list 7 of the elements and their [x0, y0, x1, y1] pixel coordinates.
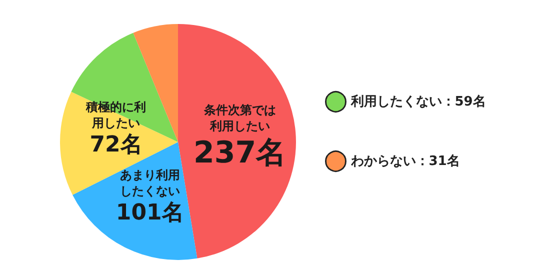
slice-label: あまり利用したくない [120, 168, 180, 198]
data-label: 101名 [116, 200, 184, 226]
data-label: 72名 [90, 132, 142, 158]
slice-label: 条件次第では利用したい [202, 102, 276, 133]
legend-label: わからない：31名 [350, 154, 460, 169]
data-label: 237名 [193, 135, 286, 170]
legend-label: 利用したくない：59名 [350, 93, 486, 110]
